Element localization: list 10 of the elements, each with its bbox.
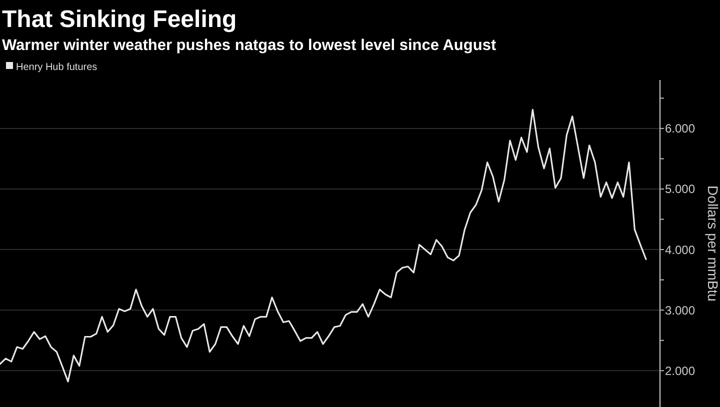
line-series	[0, 108, 647, 382]
chart-title: That Sinking Feeling	[2, 6, 237, 33]
y-tick-label: 5.000	[665, 182, 696, 196]
y-tick-label: 2.000	[665, 364, 696, 378]
y-axis-title: Dollars per mmBtu	[705, 186, 720, 302]
y-tick-label: 4.000	[665, 242, 696, 257]
chart-subtitle: Warmer winter weather pushes natgas to lowest level since August	[2, 37, 496, 54]
y-tick-label: 3.000	[665, 303, 696, 318]
y-tick-label: 6.000	[665, 122, 696, 136]
legend-label: Henry Hub futures	[16, 62, 98, 73]
